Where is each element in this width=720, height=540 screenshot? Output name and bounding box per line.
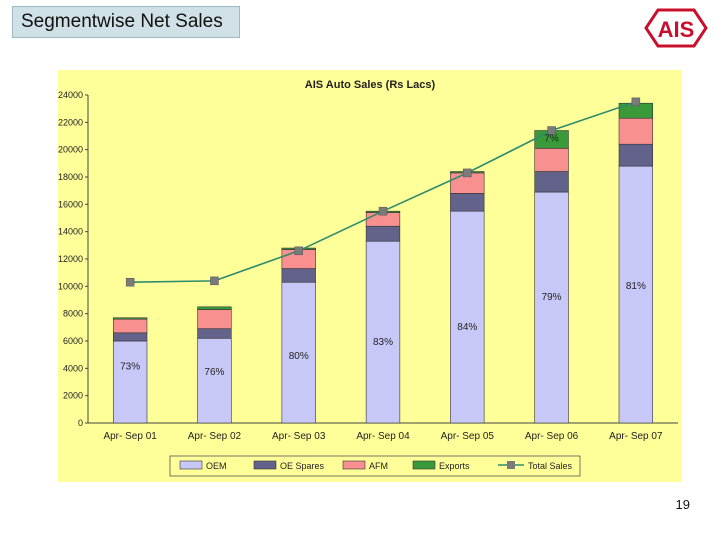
total-sales-marker: [294, 246, 303, 256]
percent-annotation: 79%: [542, 292, 562, 303]
x-tick-label: Apr- Sep 04: [356, 431, 410, 442]
svg-text:AIS: AIS: [658, 17, 695, 42]
total-sales-marker: [547, 126, 556, 135]
y-tick-label: 18000: [58, 172, 83, 182]
total-sales-marker: [125, 277, 135, 287]
percent-annotation: 83%: [373, 337, 393, 348]
x-tick-label: Apr- Sep 01: [103, 431, 157, 442]
percent-annotation: 76%: [204, 367, 224, 378]
bar-exports: [112, 317, 148, 320]
percent-annotation: 81%: [626, 281, 646, 292]
bar-oem: [365, 240, 401, 424]
percent-annotation: 7%: [544, 133, 559, 144]
bar-oe-spares: [450, 193, 485, 212]
chart-title: AIS Auto Sales (Rs Lacs): [305, 79, 436, 91]
y-tick-label: 0: [78, 418, 83, 428]
y-tick-label: 4000: [63, 363, 83, 373]
y-tick-label: 8000: [63, 309, 83, 319]
y-tick-label: 14000: [58, 227, 83, 237]
x-tick-label: Apr- Sep 06: [525, 431, 579, 442]
bar-oe-spares: [197, 328, 232, 339]
y-tick-label: 20000: [58, 145, 83, 155]
y-tick-label: 24000: [58, 90, 83, 100]
total-sales-marker: [631, 97, 641, 107]
y-tick-label: 12000: [58, 254, 83, 264]
legend-marker-swatch: [507, 461, 515, 469]
legend-swatch: [179, 460, 203, 470]
legend-label: OE Spares: [280, 461, 325, 471]
legend-swatch: [342, 460, 366, 470]
legend-swatch: [412, 460, 436, 470]
x-tick-label: Apr- Sep 03: [272, 431, 326, 442]
y-tick-label: 16000: [58, 199, 83, 209]
y-tick-label: 22000: [58, 117, 83, 127]
legend-label: OEM: [206, 461, 227, 471]
percent-annotation: 73%: [120, 362, 140, 373]
slide-title: Segmentwise Net Sales: [12, 6, 240, 38]
x-tick-label: Apr- Sep 07: [609, 431, 663, 442]
bar-oe-spares: [365, 225, 401, 242]
y-tick-label: 6000: [63, 336, 83, 346]
total-sales-marker: [210, 276, 219, 286]
sales-chart: AIS Auto Sales (Rs Lacs) 0 2000 4000 6000 80…: [58, 70, 682, 482]
percent-annotation: 84%: [457, 322, 477, 333]
y-tick-label: 10000: [58, 281, 83, 291]
page-number: 19: [675, 497, 690, 512]
bar-oem: [112, 340, 148, 424]
bar-oe-spares: [112, 332, 148, 342]
percent-annotation: 80%: [289, 351, 309, 362]
legend-label: Total Sales: [528, 461, 573, 471]
legend-swatch: [253, 460, 277, 470]
y-tick-label: 2000: [63, 391, 83, 401]
x-tick-label: Apr- Sep 02: [188, 431, 242, 442]
legend-label: Exports: [439, 461, 470, 471]
bar-oem: [450, 210, 485, 424]
bar-oe-spares: [534, 171, 569, 193]
total-sales-marker: [378, 206, 388, 216]
total-sales-marker: [463, 168, 472, 178]
legend-label: AFM: [369, 461, 388, 471]
bar-oem: [197, 337, 232, 424]
bar-oe-spares: [618, 143, 654, 167]
bar-afm: [534, 148, 569, 172]
bar-exports: [197, 306, 232, 310]
bar-afm: [618, 117, 654, 145]
bar-oem: [534, 191, 569, 424]
x-tick-label: Apr- Sep 05: [441, 431, 495, 442]
bar-afm: [197, 309, 232, 329]
ais-logo: AIS: [644, 8, 708, 48]
bar-afm: [112, 318, 148, 334]
bar-oe-spares: [281, 268, 316, 283]
bar-oem: [618, 165, 654, 424]
